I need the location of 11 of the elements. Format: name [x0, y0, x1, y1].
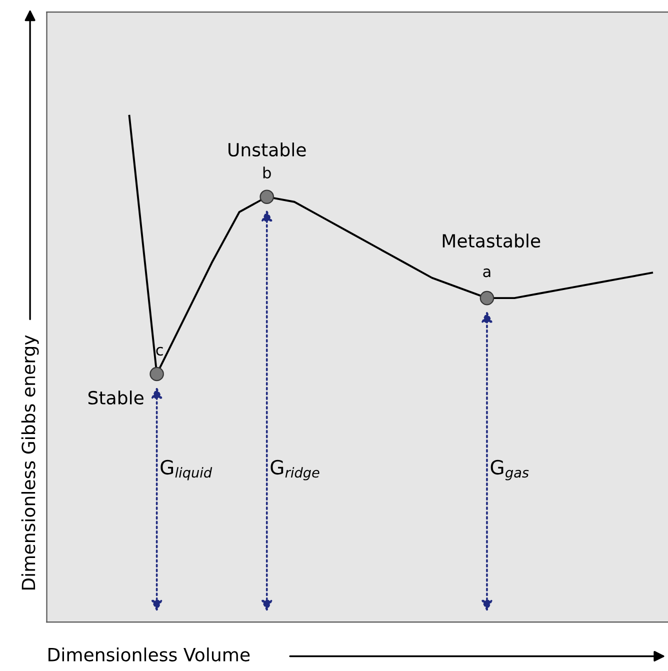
annotation: b: [263, 166, 271, 178]
annotation: G$_{ridge}$: [270, 460, 320, 480]
annotation: a: [483, 268, 490, 278]
annotation: Unstable: [228, 142, 306, 157]
annotation: G$_{liquid}$: [160, 460, 212, 480]
annotation: G$_{gas}$: [490, 460, 529, 480]
x-axis-title: Dimensionless Volume: [48, 648, 250, 662]
annotation: Stable: [88, 390, 144, 405]
annotation: c: [156, 346, 163, 356]
y-axis-title: Dimensionless Gibbs energy: [21, 335, 39, 590]
annotation: Metastable: [442, 234, 540, 248]
